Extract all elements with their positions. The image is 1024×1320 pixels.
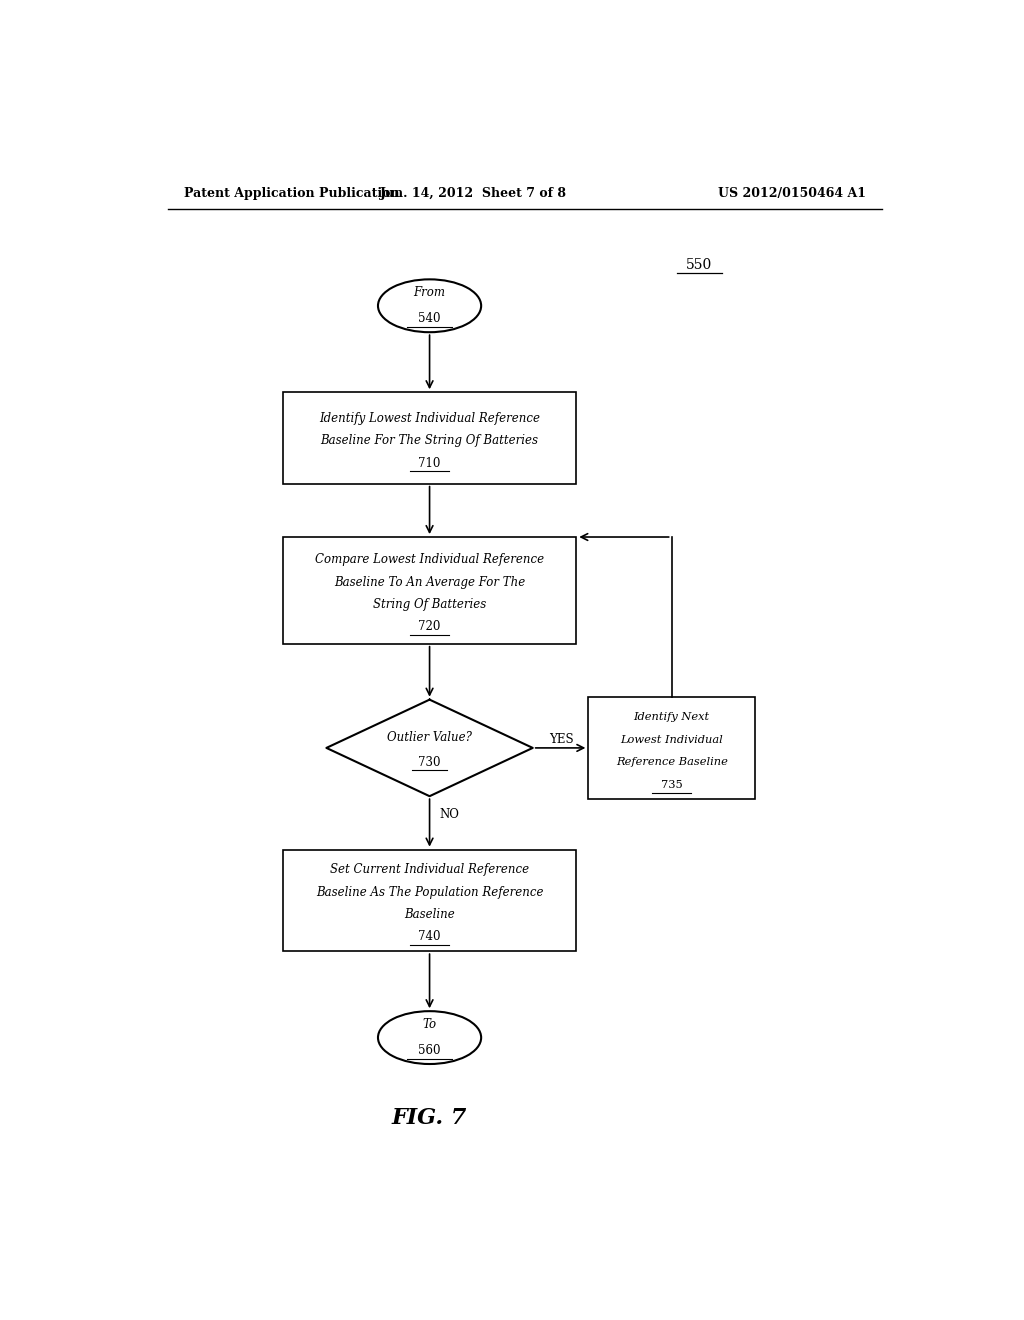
Text: 730: 730	[419, 755, 440, 768]
Text: 540: 540	[419, 313, 440, 326]
Text: Baseline To An Average For The: Baseline To An Average For The	[334, 576, 525, 589]
Text: 710: 710	[419, 457, 440, 470]
Text: NO: NO	[439, 808, 460, 821]
Text: 720: 720	[419, 620, 440, 634]
Text: YES: YES	[549, 734, 573, 746]
Text: Outlier Value?: Outlier Value?	[387, 731, 472, 744]
Text: Baseline As The Population Reference: Baseline As The Population Reference	[315, 886, 544, 899]
Bar	[283, 850, 577, 952]
Bar	[283, 537, 577, 644]
Text: Reference Baseline: Reference Baseline	[615, 758, 728, 767]
Bar	[588, 697, 755, 799]
Text: Baseline: Baseline	[404, 908, 455, 921]
Text: US 2012/0150464 A1: US 2012/0150464 A1	[718, 187, 866, 201]
Text: Identify Next: Identify Next	[634, 713, 710, 722]
Text: Jun. 14, 2012  Sheet 7 of 8: Jun. 14, 2012 Sheet 7 of 8	[380, 187, 566, 201]
Text: 740: 740	[419, 931, 440, 944]
Text: FIG. 7: FIG. 7	[392, 1107, 467, 1129]
Text: 735: 735	[660, 780, 682, 789]
Text: String Of Batteries: String Of Batteries	[373, 598, 486, 611]
Text: 560: 560	[419, 1044, 440, 1057]
Text: To: To	[423, 1018, 436, 1031]
Text: Patent Application Publication: Patent Application Publication	[183, 187, 399, 201]
Text: Lowest Individual: Lowest Individual	[621, 735, 723, 744]
Text: Compare Lowest Individual Reference: Compare Lowest Individual Reference	[315, 553, 544, 566]
Text: 550: 550	[686, 259, 713, 272]
Text: From: From	[414, 286, 445, 300]
Text: Baseline For The String Of Batteries: Baseline For The String Of Batteries	[321, 434, 539, 447]
Bar	[283, 392, 577, 483]
Text: Identify Lowest Individual Reference: Identify Lowest Individual Reference	[319, 412, 540, 425]
Text: Set Current Individual Reference: Set Current Individual Reference	[330, 863, 529, 876]
